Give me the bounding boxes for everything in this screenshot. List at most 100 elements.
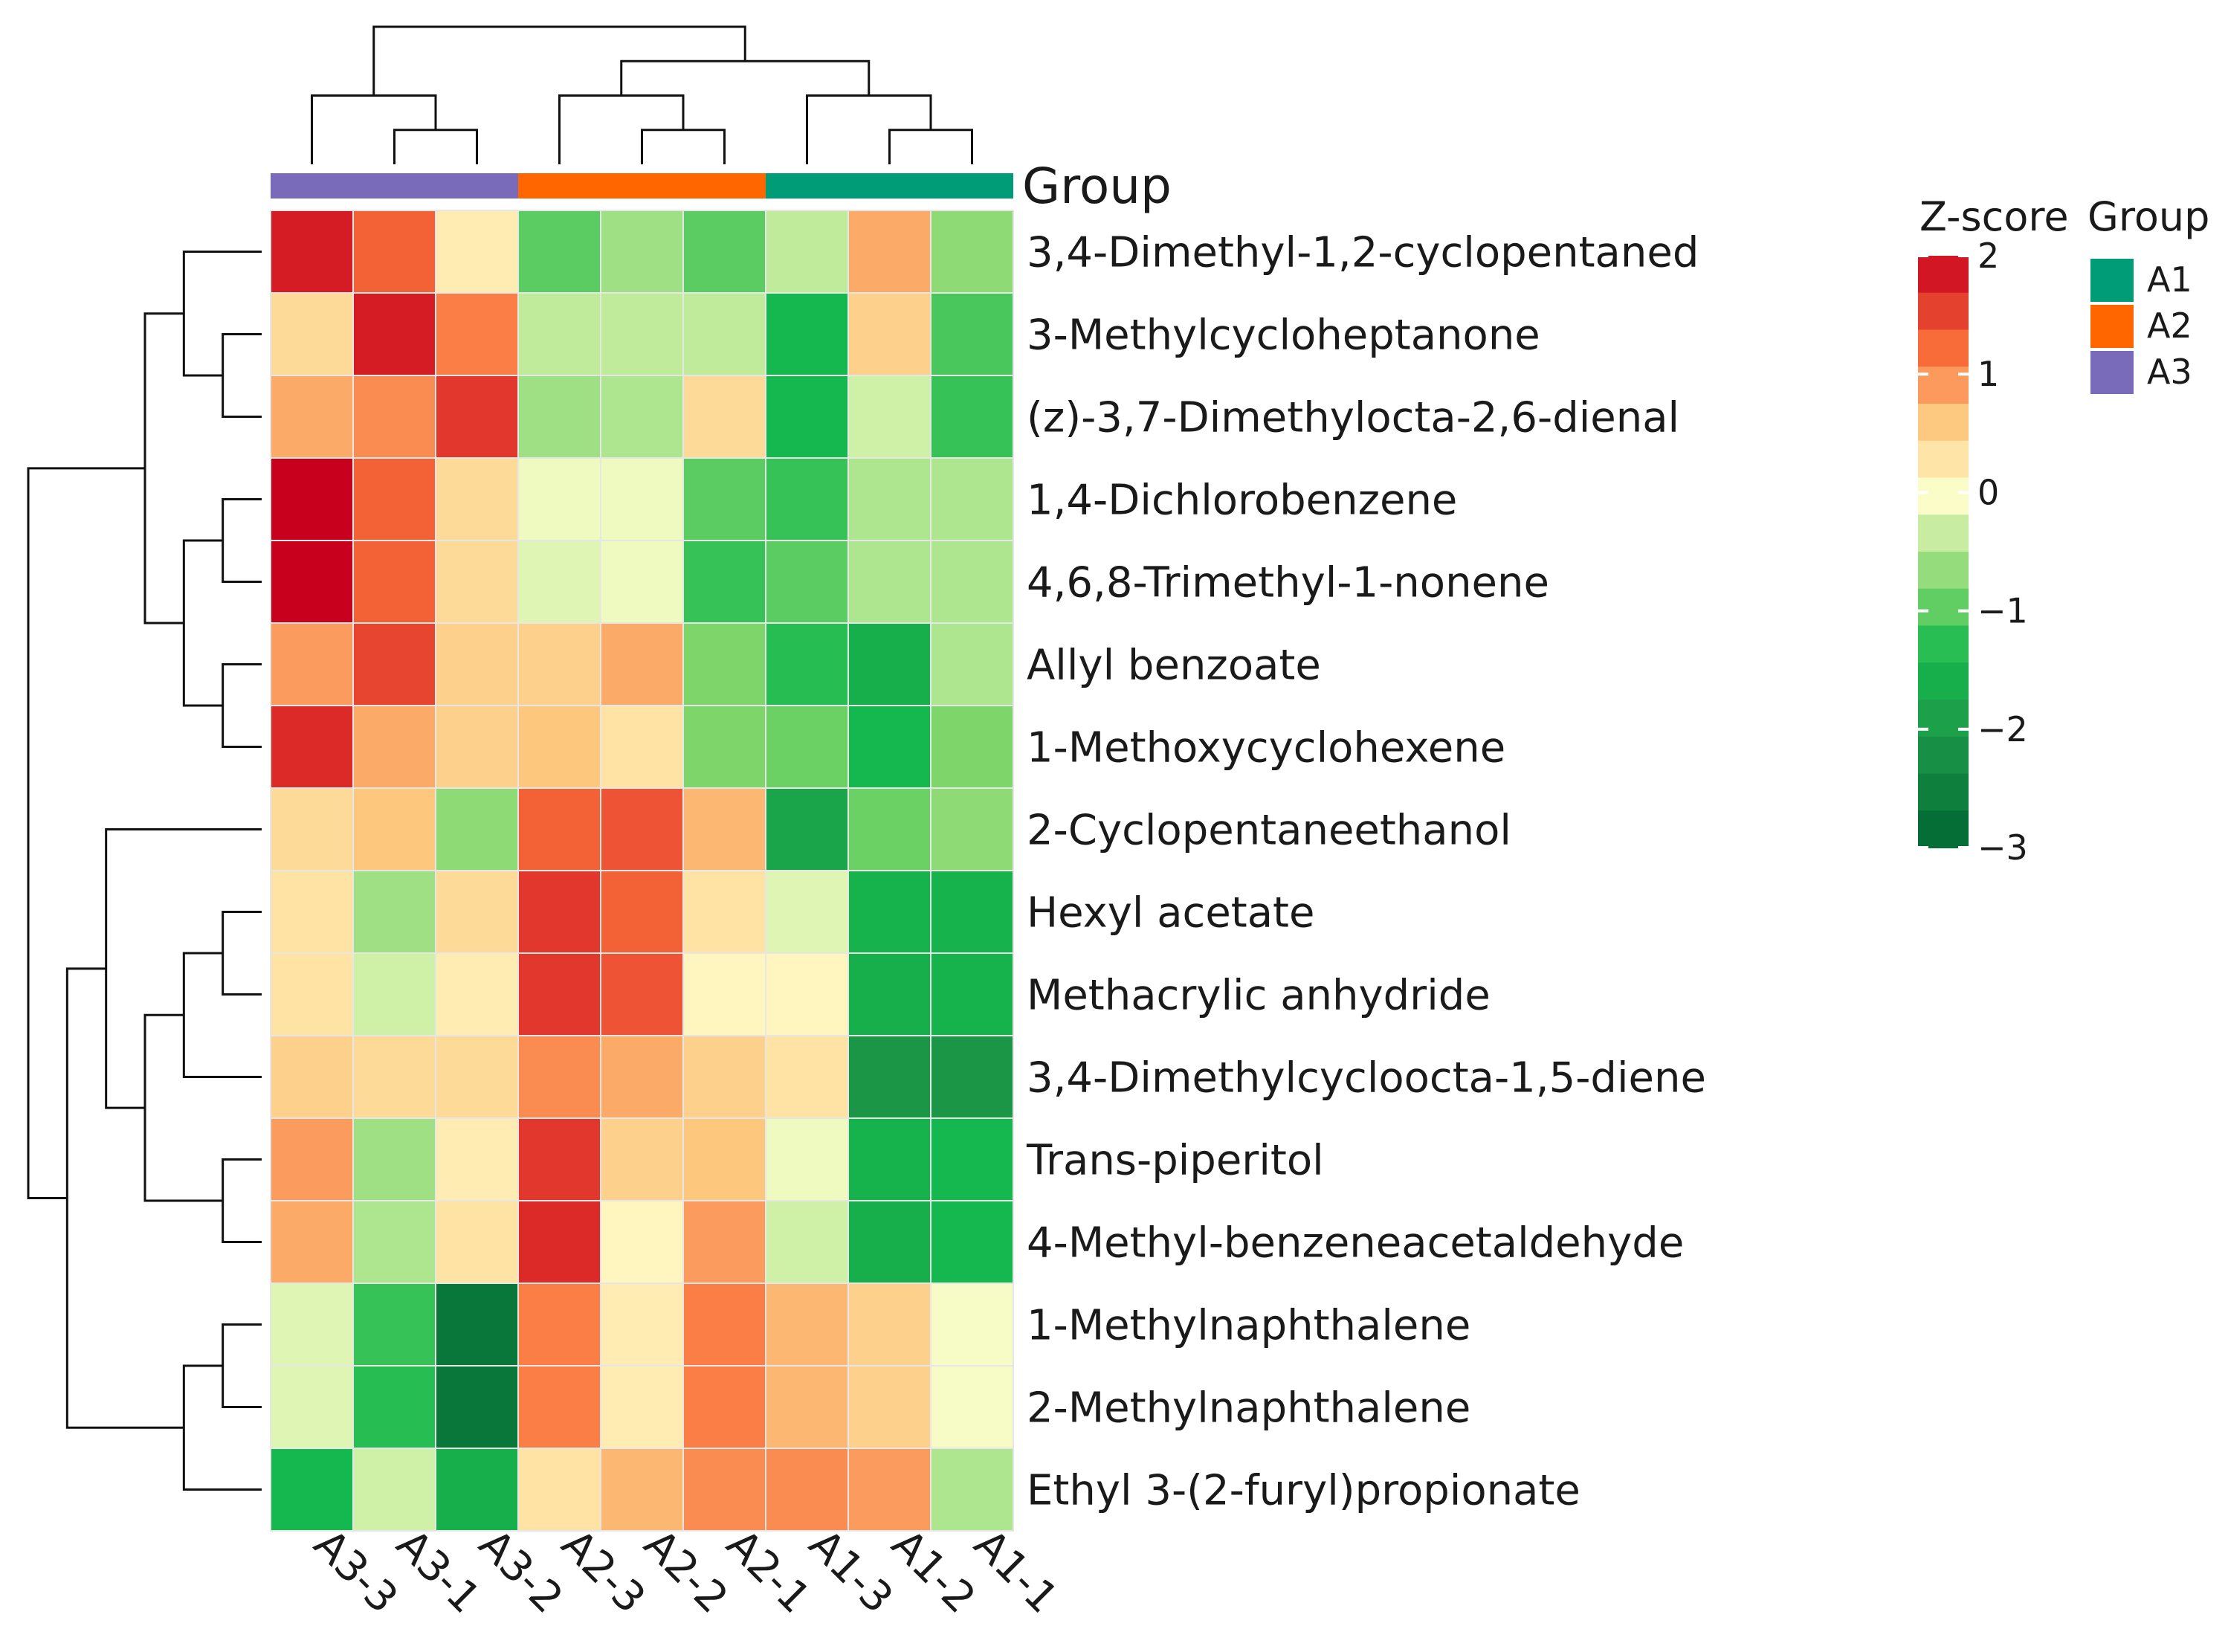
heatmap-cell: [847, 787, 931, 871]
column-label: A3-3: [305, 1520, 407, 1623]
column-label: A3-1: [387, 1520, 490, 1623]
colorbar-segment: [1918, 514, 1969, 552]
colorbar-tick-label: −3: [1977, 827, 2028, 868]
heatmap-cell: [270, 210, 354, 294]
colorbar-tick-label: −2: [1977, 709, 2028, 749]
column-dendrogram: [311, 25, 973, 164]
heatmap-cell: [435, 375, 519, 459]
row-label: 2-Methylnaphthalene: [1027, 1384, 1470, 1433]
heatmap-cell: [517, 705, 601, 789]
column-labels: A3-3A3-1A3-2A2-3A2-2A2-1A1-3A1-2A1-1: [305, 1520, 1068, 1623]
heatmap-cell: [352, 210, 436, 294]
heatmap-cell: [847, 1117, 931, 1201]
group-bar-cell: [518, 173, 601, 199]
heatmap-cell: [600, 622, 684, 706]
colorbar-segment: [1918, 367, 1969, 404]
row-label: 3,4-Dimethyl-1,2-cyclopentaned: [1027, 229, 1699, 277]
heatmap-cell: [600, 1365, 684, 1449]
heatmap-cell: [435, 952, 519, 1036]
heatmap-cell: [270, 952, 354, 1036]
heatmap-cell: [930, 1448, 1014, 1532]
heatmap-cell: [765, 1117, 849, 1201]
heatmap-cell: [352, 870, 436, 954]
colorbar-tick-label: 0: [1977, 472, 1999, 512]
colorbar-tick-label: −1: [1977, 591, 2028, 631]
heatmap-cell: [270, 787, 354, 871]
heatmap-cell: [352, 1282, 436, 1367]
heatmap-cell: [352, 540, 436, 624]
heatmap-cell: [435, 210, 519, 294]
heatmap-cell: [600, 705, 684, 789]
heatmap-cell: [765, 1365, 849, 1449]
row-label: (z)-3,7-Dimethylocta-2,6-dienal: [1027, 394, 1679, 442]
heatmap-cell: [517, 210, 601, 294]
heatmap-cell: [517, 787, 601, 871]
heatmap-cell: [435, 1035, 519, 1119]
zscore-legend-title: Z-score: [1919, 193, 2069, 240]
zscore-colorbar: 2 1 0 −1 −2 −3: [1918, 236, 2028, 868]
heatmap-cell: [517, 1282, 601, 1367]
heatmap-cell: [847, 210, 931, 294]
heatmap-cells: [270, 210, 1014, 1532]
colorbar-segment: [1918, 625, 1969, 664]
row-label: 1-Methylnaphthalene: [1027, 1302, 1470, 1350]
row-dendrogram-branch: [105, 828, 262, 1109]
heatmap-cell: [435, 787, 519, 871]
group-legend: A1 A2 A3: [2090, 259, 2192, 394]
column-label: A2-2: [635, 1520, 737, 1623]
group-legend-label: A2: [2147, 306, 2192, 346]
column-dendrogram-branch: [372, 25, 746, 96]
row-dendrogram-branch: [182, 539, 223, 707]
heatmap-cell: [930, 1117, 1014, 1201]
heatmap-cell: [600, 292, 684, 376]
heatmap-cell: [352, 705, 436, 789]
column-label: A1-3: [800, 1520, 902, 1623]
row-label: 1-Methoxycyclohexene: [1027, 724, 1505, 772]
heatmap-cell: [847, 705, 931, 789]
heatmap-cell: [847, 622, 931, 706]
group-bar-cell: [931, 173, 1013, 199]
row-label: 3-Methylcycloheptanone: [1027, 312, 1540, 360]
row-label: 2-Cyclopentaneethanol: [1027, 807, 1511, 855]
heatmap-cell: [682, 1200, 766, 1284]
row-dendrogram: [27, 251, 262, 1491]
column-dendrogram-branch: [888, 129, 973, 164]
heatmap-cell: [270, 292, 354, 376]
heatmap-cell: [930, 375, 1014, 459]
heatmap-cell: [435, 705, 519, 789]
heatmap-cell: [517, 622, 601, 706]
heatmap-cell: [435, 1117, 519, 1201]
heatmap-cell: [352, 375, 436, 459]
heatmap-cell: [930, 540, 1014, 624]
heatmap-cell: [847, 1035, 931, 1119]
heatmap-cell: [682, 870, 766, 954]
heatmap-cell: [765, 375, 849, 459]
heatmap-cell: [352, 952, 436, 1036]
heatmap-cell: [435, 1448, 519, 1532]
heatmap-cell: [435, 540, 519, 624]
heatmap-cell: [765, 787, 849, 871]
row-dendrogram-branch: [27, 467, 145, 1200]
colorbar-tick-label: 2: [1977, 236, 1999, 276]
colorbar-segment: [1918, 700, 1969, 738]
heatmap-cell: [930, 622, 1014, 706]
heatmap-cell: [930, 705, 1014, 789]
colorbar-segment: [1918, 256, 1969, 294]
row-label: 3,4-Dimethylcycloocta-1,5-diene: [1027, 1054, 1706, 1103]
group-bar-cell: [848, 173, 931, 199]
heatmap-cell: [847, 375, 931, 459]
heatmap-cell: [930, 787, 1014, 871]
row-label: Allyl benzoate: [1027, 642, 1321, 690]
colorbar-segment: [1918, 292, 1969, 331]
row-dendrogram-branch: [222, 1158, 262, 1243]
heatmap-cell: [765, 1282, 849, 1367]
heatmap-cell: [930, 952, 1014, 1036]
heatmap-cell: [270, 1282, 354, 1367]
heatmap-cell: [847, 457, 931, 541]
heatmap-cell: [435, 622, 519, 706]
row-dendrogram-branch: [222, 333, 262, 418]
heatmap-cell: [270, 457, 354, 541]
heatmap-cell: [517, 375, 601, 459]
heatmap-cell: [435, 870, 519, 954]
heatmap-cell: [765, 540, 849, 624]
